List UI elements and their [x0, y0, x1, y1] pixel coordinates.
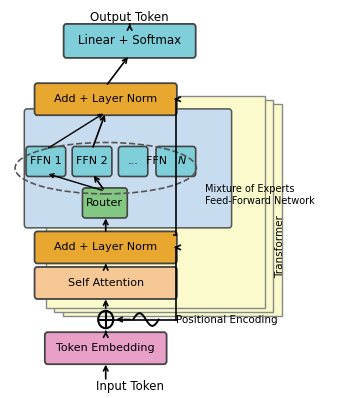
FancyBboxPatch shape [63, 104, 282, 316]
FancyBboxPatch shape [24, 109, 231, 228]
Text: Add + Layer Norm: Add + Layer Norm [54, 94, 157, 104]
FancyBboxPatch shape [72, 146, 112, 176]
FancyBboxPatch shape [35, 267, 177, 299]
FancyBboxPatch shape [156, 146, 196, 176]
Text: Self Attention: Self Attention [68, 278, 144, 288]
FancyBboxPatch shape [118, 146, 148, 176]
Text: FFN 1: FFN 1 [30, 156, 62, 166]
Text: ...: ... [128, 156, 138, 166]
Text: Output Token: Output Token [90, 11, 169, 24]
Text: Router: Router [86, 198, 124, 208]
FancyBboxPatch shape [54, 100, 273, 312]
FancyBboxPatch shape [35, 231, 177, 263]
Text: FFN: FFN [146, 156, 171, 166]
Text: Linear + Softmax: Linear + Softmax [78, 34, 181, 47]
Text: Input Token: Input Token [95, 380, 164, 393]
Text: Token Embedding: Token Embedding [56, 343, 155, 353]
Text: Mixture of Experts: Mixture of Experts [205, 184, 294, 194]
Text: Transformer: Transformer [275, 215, 285, 278]
Text: Positional Encoding: Positional Encoding [176, 314, 277, 324]
Text: N: N [177, 156, 186, 166]
Text: FFN 2: FFN 2 [76, 156, 108, 166]
FancyBboxPatch shape [46, 96, 265, 308]
FancyBboxPatch shape [35, 83, 177, 115]
FancyBboxPatch shape [26, 146, 66, 176]
FancyBboxPatch shape [82, 188, 127, 218]
Text: Add + Layer Norm: Add + Layer Norm [54, 242, 157, 252]
Text: Feed-Forward Network: Feed-Forward Network [205, 196, 315, 206]
FancyBboxPatch shape [64, 24, 196, 58]
FancyBboxPatch shape [45, 332, 167, 364]
